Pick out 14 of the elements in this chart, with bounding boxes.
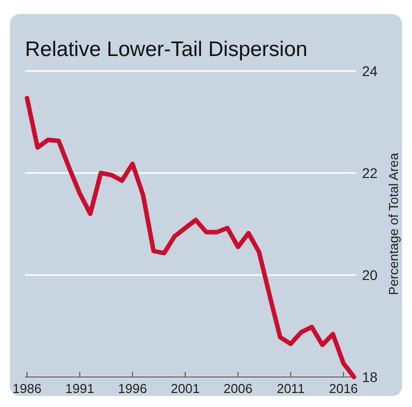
y-tick-label: 24 bbox=[362, 63, 378, 79]
x-tick-label: 2016 bbox=[328, 381, 358, 396]
y-tick-label: 20 bbox=[362, 267, 378, 283]
line-series bbox=[24, 96, 356, 380]
x-tick-label: 1986 bbox=[12, 381, 42, 396]
y-tick-label: 22 bbox=[362, 165, 378, 181]
x-tick-label: 2001 bbox=[170, 381, 200, 396]
chart-title: Relative Lower-Tail Dispersion bbox=[25, 38, 308, 61]
y-axis-title: Percentage of Total Area bbox=[386, 152, 401, 296]
x-tick-label: 2011 bbox=[276, 381, 305, 396]
x-tick-label: 1991 bbox=[65, 381, 94, 396]
y-tick-label: 18 bbox=[362, 369, 378, 385]
x-tick-label: 2006 bbox=[224, 381, 252, 396]
x-tick-label: 1996 bbox=[118, 381, 147, 396]
